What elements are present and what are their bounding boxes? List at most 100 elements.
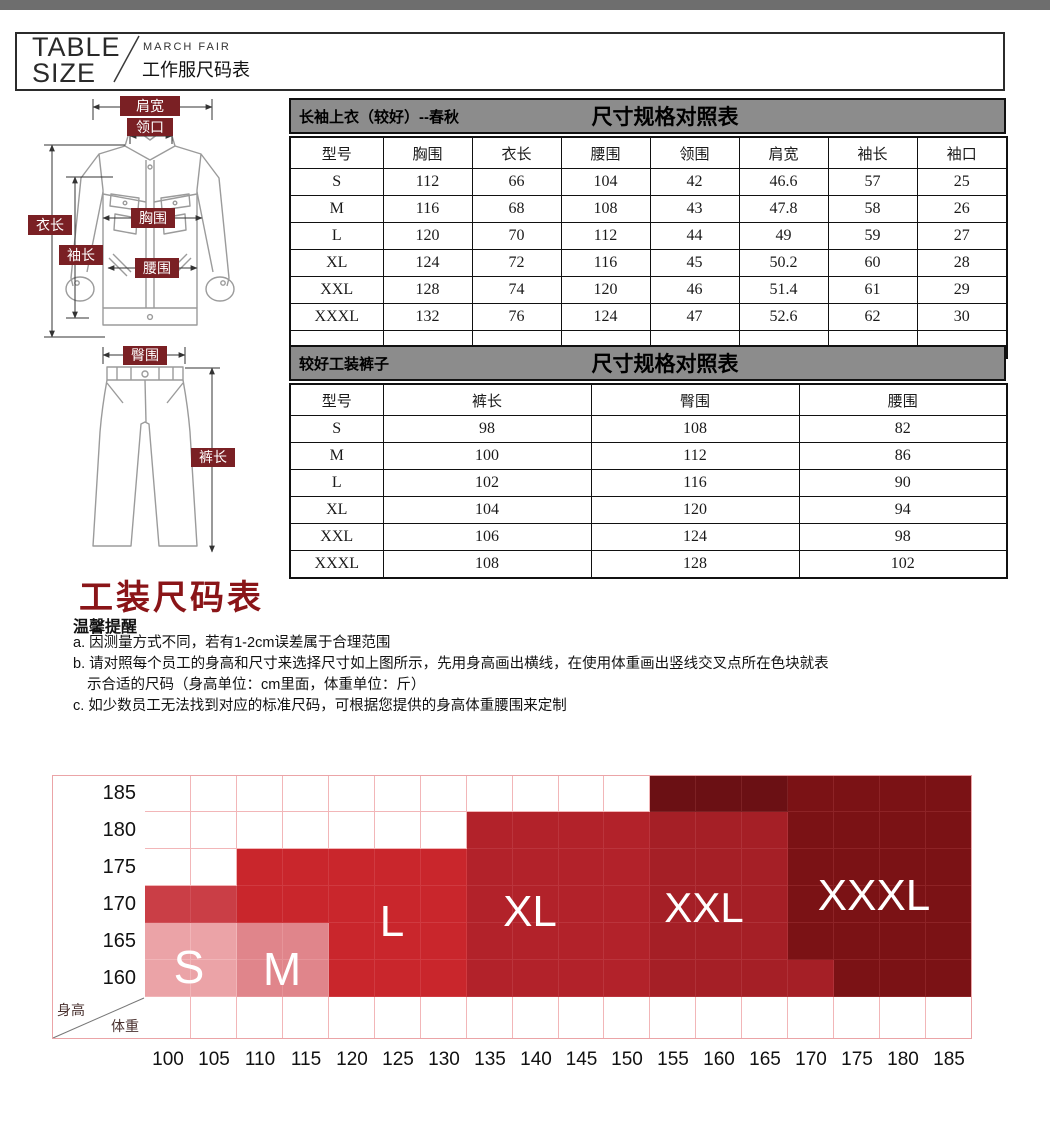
grid-cell xyxy=(421,923,467,960)
table-cell: 116 xyxy=(560,249,651,277)
grid-cell xyxy=(329,960,375,997)
grid-cell xyxy=(375,960,421,997)
grid-cell xyxy=(742,960,788,997)
grid-cell xyxy=(467,923,513,960)
grid-cell xyxy=(559,775,604,812)
y-axis-label: 身高 xyxy=(57,1002,85,1018)
x-tick-label: 140 xyxy=(520,1049,552,1070)
table-cell: 120 xyxy=(590,496,800,524)
table-cell: 42 xyxy=(649,168,740,196)
grid-frame xyxy=(52,775,972,1039)
grid-cell-empty xyxy=(696,997,742,1039)
grid-cell xyxy=(237,775,283,812)
table-cell: 116 xyxy=(590,469,800,497)
grid-cell xyxy=(329,886,375,923)
table-cell: 29 xyxy=(916,276,1008,304)
grid-cell xyxy=(145,775,191,812)
pants-size-table: 较好工装裤子 尺寸规格对照表 型号 裤长 臀围 腰围 S 98 108 82 M 100 112 86 L 1… xyxy=(289,345,1008,579)
grid-cell-empty xyxy=(467,997,513,1039)
table-cell: 98 xyxy=(382,415,592,443)
grid-cell xyxy=(513,960,559,997)
grid-cell xyxy=(283,886,329,923)
grid-cell xyxy=(559,886,604,923)
table-cell: 57 xyxy=(827,168,918,196)
table-cell: 62 xyxy=(827,303,918,331)
notes-subheading: 温馨提醒 xyxy=(73,619,138,636)
size-region-label: M xyxy=(262,943,302,995)
grid-cell xyxy=(788,775,834,812)
grid-cell xyxy=(467,812,513,849)
grid-cell xyxy=(834,886,880,923)
grid-cell xyxy=(650,775,696,812)
table-cell: 60 xyxy=(827,249,918,277)
table-cell: 106 xyxy=(382,523,592,551)
column-header: 型号 xyxy=(289,136,384,169)
grid-cell xyxy=(650,812,696,849)
size-region-label: L xyxy=(379,897,405,946)
table-cell: 108 xyxy=(590,415,800,443)
height-weight-size-chart: 185 180 175 170 165 160 身高 体重 S M L XL XXL XXXL 100 105… xyxy=(52,775,972,1075)
grid-cell xyxy=(237,923,283,960)
hip-label: 臀围 xyxy=(131,347,159,363)
table-cell: 66 xyxy=(471,168,562,196)
table-cell: 47 xyxy=(649,303,740,331)
table-cell: 49 xyxy=(738,222,829,250)
table-cell: 30 xyxy=(916,303,1008,331)
table-cell: 52.6 xyxy=(738,303,829,331)
grid-cell xyxy=(880,849,926,886)
table-title-left: 较好工装裤子 xyxy=(299,355,390,373)
table-cell: 94 xyxy=(798,496,1008,524)
spec-table-grid: 型号 胸围 衣长 腰围 领围 肩宽 袖长 袖口 S 112 66 104 42 46.6 57 25 M 116 6… xyxy=(289,136,1008,359)
grid-cell xyxy=(926,775,972,812)
grid-cell xyxy=(604,960,650,997)
grid-cell xyxy=(559,812,604,849)
grid-cell-empty xyxy=(834,997,880,1039)
grid-cell xyxy=(145,923,191,960)
notes-list: a. 因测量方式不同，若有1-2cm误差属于合理范围 b. 请对照每个员工的身高… xyxy=(73,633,829,717)
grid-cell xyxy=(283,812,329,849)
grid-cell xyxy=(926,960,972,997)
garment-diagrams: 肩宽 领口 衣长 袖长 胸围 腰围 xyxy=(28,96,235,553)
grid-cell xyxy=(604,775,650,812)
grid-cell xyxy=(880,886,926,923)
table-cell: 28 xyxy=(916,249,1008,277)
table-cell: 58 xyxy=(827,195,918,223)
table-cell: 86 xyxy=(798,442,1008,470)
grid-cell xyxy=(559,923,604,960)
table-row: M 100 112 86 xyxy=(289,442,1008,470)
grid-cell xyxy=(283,775,329,812)
column-header: 肩宽 xyxy=(738,136,829,169)
table-row: XL 124 72 116 45 50.2 60 28 xyxy=(289,249,1008,277)
table-cell: S xyxy=(289,168,384,196)
table-title-left: 长袖上衣（较好）--春秋 xyxy=(299,108,459,126)
table-row: S 112 66 104 42 46.6 57 25 xyxy=(289,168,1008,196)
grid-cell xyxy=(421,812,467,849)
header-box xyxy=(15,32,1005,91)
grid-cell xyxy=(145,849,191,886)
grid-cell xyxy=(191,812,237,849)
grid-cell xyxy=(788,812,834,849)
table-cell: 61 xyxy=(827,276,918,304)
note-item-b-cont: 示合适的尺码（身高单位：cm里面，体重单位：斤） xyxy=(87,677,426,693)
x-tick-label: 150 xyxy=(611,1049,643,1070)
column-header: 衣长 xyxy=(471,136,562,169)
grid-cell xyxy=(742,849,788,886)
column-header: 腰围 xyxy=(560,136,651,169)
header-slash xyxy=(113,35,140,83)
y-tick-label: 160 xyxy=(102,967,136,989)
grid-cell xyxy=(742,923,788,960)
table-cell: XL xyxy=(289,496,384,524)
table-cell: 74 xyxy=(471,276,562,304)
grid-cell xyxy=(467,775,513,812)
table-cell: 82 xyxy=(798,415,1008,443)
note-item-a: a. 因测量方式不同，若有1-2cm误差属于合理范围 xyxy=(73,635,391,651)
grid-cell xyxy=(421,960,467,997)
grid-cell xyxy=(788,923,834,960)
grid-cell xyxy=(237,960,283,997)
table-row: XXL 106 124 98 xyxy=(289,523,1008,551)
grid-cell xyxy=(513,849,559,886)
grid-cell xyxy=(329,849,375,886)
grid-cell xyxy=(650,960,696,997)
table-title-bar: 长袖上衣（较好）--春秋 尺寸规格对照表 xyxy=(289,98,1006,134)
table-cell: 132 xyxy=(382,303,473,331)
